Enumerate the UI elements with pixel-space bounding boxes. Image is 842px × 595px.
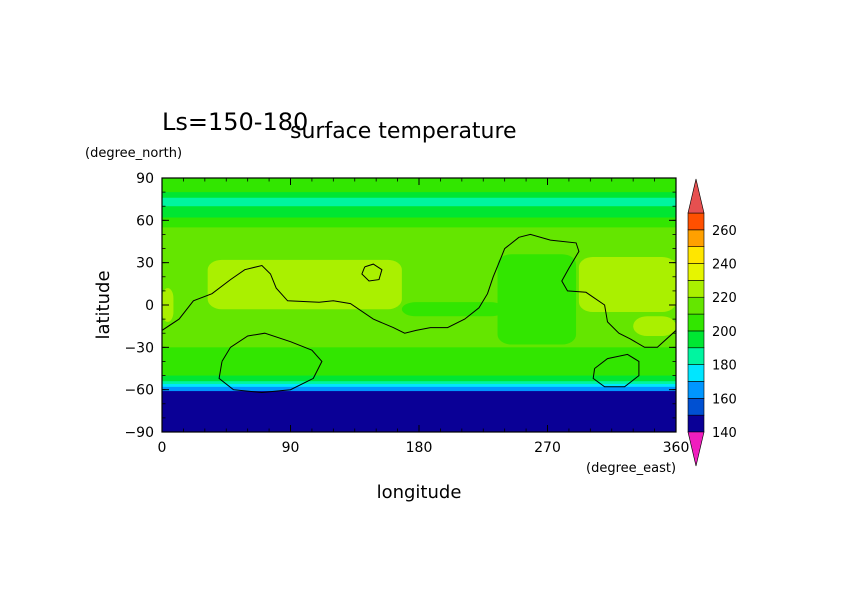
colorbar: 140 160 180 200 220 240 260 xyxy=(687,178,737,467)
x-tick-label: 90 xyxy=(282,440,300,456)
colorbar-tick-label: 260 xyxy=(712,224,737,239)
colorbar-swatch xyxy=(687,229,705,247)
colorbar-swatch xyxy=(687,212,705,231)
chart-subtitle: Ls=150-180 xyxy=(162,108,308,136)
field-region-2 xyxy=(207,259,402,310)
topography-contours xyxy=(162,233,676,394)
colorbar-over-arrow xyxy=(687,178,705,214)
field-band-8 xyxy=(162,358,676,377)
field-region-1 xyxy=(401,302,505,317)
colorbar-swatch xyxy=(687,280,705,298)
colorbar-swatch xyxy=(687,330,705,349)
x-axis-units: (degree_east) xyxy=(586,461,676,476)
field-band-10 xyxy=(162,381,676,385)
field-band-7 xyxy=(162,347,676,360)
colorbar-swatch xyxy=(687,313,705,332)
y-tick-label: −60 xyxy=(124,383,154,399)
colorbar-swatch xyxy=(687,381,705,399)
x-axis-label: longitude xyxy=(377,482,462,503)
colorbar-swatch xyxy=(687,364,705,382)
contour-hellas-basin xyxy=(218,332,323,394)
field-region-6 xyxy=(633,316,676,337)
colorbar-swatch xyxy=(687,347,705,365)
y-tick-label: 30 xyxy=(136,256,154,272)
field-region-5 xyxy=(668,259,676,277)
y-axis-units: (degree_north) xyxy=(85,146,182,161)
chart-title: surface temperature xyxy=(290,119,517,144)
y-tick-label: −90 xyxy=(124,425,154,441)
y-tick-label: 90 xyxy=(136,171,154,187)
y-tick-label: 60 xyxy=(136,213,154,229)
field-region-0 xyxy=(497,254,577,345)
field-region-3 xyxy=(578,257,676,313)
y-tick-label: −30 xyxy=(124,340,154,356)
contour-elysium-rise xyxy=(361,263,383,282)
colorbar-swatch xyxy=(687,296,705,315)
x-axis: 0 90 180 270 360 xyxy=(158,178,690,456)
field-band-2 xyxy=(162,197,676,207)
x-tick-label: 270 xyxy=(534,440,561,456)
y-tick-label: 0 xyxy=(145,298,154,314)
field-band-9 xyxy=(162,375,676,382)
y-axis-label: latitude xyxy=(93,270,114,339)
colorbar-tick-label: 140 xyxy=(712,426,737,441)
colorbar-swatch xyxy=(687,398,705,416)
field-band-4 xyxy=(162,217,676,228)
field-band-12 xyxy=(162,386,676,392)
colorbar-swatch xyxy=(687,414,705,433)
colorbar-tick-label: 180 xyxy=(712,359,737,374)
x-tick-label: 360 xyxy=(663,440,690,456)
y-axis: 90 60 30 0 −30 −60 −90 xyxy=(124,171,676,441)
colorbar-under-arrow xyxy=(687,431,705,467)
contour-argyre-basin xyxy=(592,353,640,388)
x-tick-label: 0 xyxy=(158,440,167,456)
temperature-field xyxy=(162,178,676,432)
field-band-5 xyxy=(162,227,676,261)
field-band-11 xyxy=(162,384,676,388)
colorbar-swatch xyxy=(687,246,705,264)
colorbar-tick-label: 240 xyxy=(712,258,737,273)
colorbar-swatch xyxy=(687,263,705,281)
colorbar-tick-label: 200 xyxy=(712,325,737,340)
colorbar-tick-label: 160 xyxy=(712,392,737,407)
colorbar-tick-label: 220 xyxy=(712,291,737,306)
field-band-1 xyxy=(162,192,676,199)
contour-lowland-boundary xyxy=(162,233,676,348)
x-tick-label: 180 xyxy=(406,440,433,456)
field-band-3 xyxy=(162,206,676,219)
